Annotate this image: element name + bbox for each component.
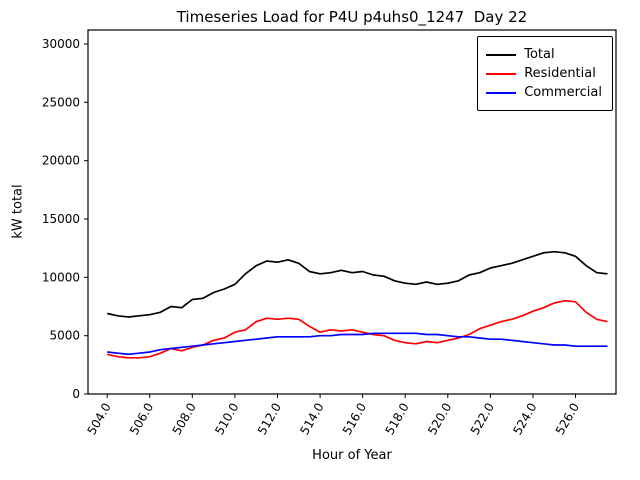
legend-label-commercial: Commercial xyxy=(524,85,602,100)
legend-line-commercial xyxy=(486,91,517,94)
x-tick-label: 524.0 xyxy=(510,401,539,438)
x-tick-label: 504.0 xyxy=(84,401,113,438)
legend-item-total: Total xyxy=(486,47,602,62)
legend-item-residential: Residential xyxy=(486,66,602,81)
series-line-residential xyxy=(107,299,608,359)
x-tick-label: 516.0 xyxy=(340,401,369,438)
y-tick-label: 30000 xyxy=(42,37,80,51)
x-tick-label: 520.0 xyxy=(425,401,454,438)
series-line-total xyxy=(107,250,608,318)
legend-label-residential: Residential xyxy=(524,66,596,81)
x-axis-label: Hour of Year xyxy=(312,448,392,463)
x-tick-label: 526.0 xyxy=(553,401,582,438)
x-tick-label: 522.0 xyxy=(468,401,497,438)
chart-title: Timeseries Load for P4U p4uhs0_1247 Day … xyxy=(176,8,528,26)
axes-spines xyxy=(87,29,617,395)
legend-line-residential xyxy=(486,72,517,75)
x-tick-label: 512.0 xyxy=(255,401,284,438)
x-tick-label: 506.0 xyxy=(127,401,156,438)
series-line-commercial xyxy=(107,332,608,356)
x-tick-label: 518.0 xyxy=(382,401,411,438)
x-tick-label: 508.0 xyxy=(170,401,199,438)
y-tick-label: 15000 xyxy=(42,212,80,226)
y-tick-label: 25000 xyxy=(42,95,80,109)
x-tick-label: 514.0 xyxy=(297,401,326,438)
legend-line-total xyxy=(486,53,517,56)
legend-label-total: Total xyxy=(524,47,555,62)
x-tick-label: 510.0 xyxy=(212,401,241,438)
y-tick-label: 5000 xyxy=(49,329,80,343)
y-tick-label: 20000 xyxy=(42,154,80,168)
y-tick-label: 0 xyxy=(72,387,80,401)
legend-item-commercial: Commercial xyxy=(486,85,602,100)
legend: Total Residential Commercial xyxy=(477,36,613,111)
y-tick-label: 10000 xyxy=(42,270,80,284)
